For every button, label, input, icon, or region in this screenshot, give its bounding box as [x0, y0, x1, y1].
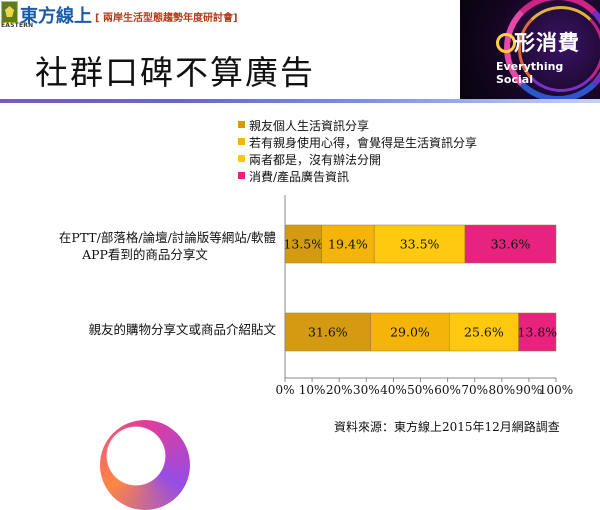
source-note: 資料來源：東方線上2015年12月網路調查: [334, 420, 560, 434]
stacked-bar-chart: 13.5% 19.4% 33.5% 33.6% 31.6% 29.0% 25.6% 13.8%…: [275, 195, 573, 397]
bar-segment: [373, 224, 466, 264]
category-label-0: 在PTT/部落格/論壇/討論版等網站/軟體 APP看到的商品分享文: [14, 229, 276, 263]
data-label: 25.6%: [464, 325, 504, 340]
legend-label: 消費/產品廣告資訊: [249, 170, 350, 184]
header-bar: EASTERN 東方線上 [ 兩岸生活型態趨勢年度研討會]: [0, 0, 600, 30]
x-tick-label: 90%: [516, 383, 543, 397]
x-tick-label: 20%: [326, 383, 353, 397]
category-label-line: 在PTT/部落格/論壇/討論版等網站/軟體: [58, 230, 276, 245]
company-logo-icon: [1, 1, 18, 23]
bar-segment: [321, 224, 375, 264]
data-label: 33.6%: [491, 237, 531, 252]
badge-o-ring-icon: [496, 33, 516, 53]
title-divider: [0, 99, 600, 103]
bar-segment: [518, 312, 557, 352]
brand-name: 東方線上: [20, 6, 92, 27]
bar-segment: [464, 224, 557, 264]
data-label: 31.6%: [308, 325, 348, 340]
decorative-swirl: [100, 420, 190, 510]
category-label-1: 親友的購物分享文或商品介紹貼文: [14, 321, 276, 338]
category-label-line: APP看到的商品分享文: [82, 247, 208, 262]
legend-label: 親友個人生活資訊分享: [249, 119, 370, 133]
bar-segment: [370, 312, 450, 352]
badge-title: 形消費: [514, 31, 580, 55]
badge-ring-inner: [518, 6, 600, 92]
data-label: 33.5%: [400, 237, 440, 252]
x-tick-label: 0%: [275, 383, 294, 397]
x-tick-label: 50%: [407, 383, 434, 397]
x-tick-label: 80%: [488, 383, 515, 397]
x-tick-label: 10%: [299, 383, 326, 397]
bar-segment: [448, 312, 519, 352]
legend-swatch: [238, 172, 245, 179]
data-label: 19.4%: [328, 237, 368, 252]
bar-segment: [284, 312, 371, 352]
legend-label: 若有親身使用心得，會覺得是生活資訊分享: [249, 136, 478, 150]
x-tick-label: 70%: [461, 383, 488, 397]
x-tick-label: 40%: [380, 383, 407, 397]
data-label: 13.5%: [283, 237, 323, 252]
conference-subtitle: [ 兩岸生活型態趨勢年度研討會]: [95, 13, 238, 24]
x-tick-label: 60%: [434, 383, 461, 397]
category-label-line: 親友的購物分享文或商品介紹貼文: [88, 322, 276, 337]
data-label: 13.8%: [517, 325, 557, 340]
page-title: 社群口碑不算廣告: [35, 53, 315, 92]
x-tick-label: 30%: [353, 383, 380, 397]
legend-swatch: [238, 121, 245, 128]
data-label: 29.0%: [390, 325, 430, 340]
event-badge: 形消費 Everything Social: [460, 0, 600, 99]
legend-label: 兩者都是，沒有辦法分開: [249, 153, 382, 167]
legend-swatch: [238, 138, 245, 145]
x-tick-label: 100%: [539, 383, 573, 397]
logo-caption: EASTERN: [1, 22, 34, 29]
legend-swatch: [238, 155, 245, 162]
badge-subtitle: Everything Social: [496, 60, 564, 86]
